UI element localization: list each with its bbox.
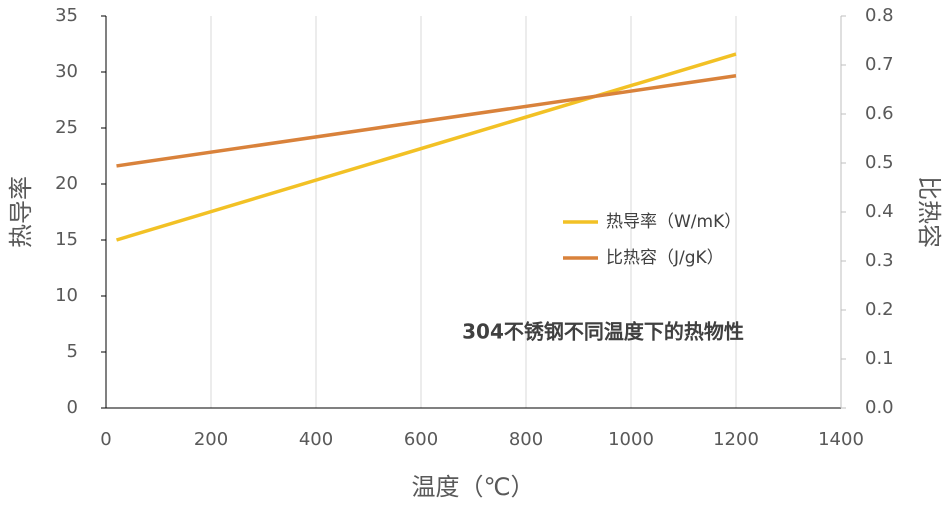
y2-tick-label: 0.8 [865, 5, 894, 26]
x-tick-label: 1200 [713, 429, 759, 450]
y-tick-label: 0 [67, 397, 78, 418]
y2-axis-label: 比热容 [915, 176, 943, 248]
series-line [116, 74, 737, 168]
y-tick-label: 15 [55, 229, 78, 250]
y2-tick-label: 0.1 [865, 348, 894, 369]
y2-tick-label: 0.2 [865, 299, 894, 320]
x-tick-label: 600 [404, 429, 438, 450]
y2-tick-label: 0.7 [865, 54, 894, 75]
x-tick-label: 400 [299, 429, 333, 450]
y-tick-label: 30 [55, 61, 78, 82]
y-tick-label: 20 [55, 173, 78, 194]
y2-tick-label: 0.5 [865, 152, 894, 173]
y2-tick-label: 0.0 [865, 397, 894, 418]
y-axis-label: 热导率 [7, 176, 35, 248]
series-line [115, 52, 737, 242]
y2-tick-label: 0.4 [865, 201, 894, 222]
x-axis-label: 温度（℃） [412, 473, 535, 501]
legend-label: 比热容（J/gK） [606, 248, 724, 268]
legend-label: 热导率（W/mK） [606, 212, 741, 232]
y2-tick-label: 0.3 [865, 250, 894, 271]
y-tick-label: 25 [55, 117, 78, 138]
annotation: 304不锈钢不同温度下的热物性 [462, 320, 744, 344]
x-tick-label: 1400 [818, 429, 864, 450]
y2-tick-label: 0.6 [865, 103, 894, 124]
y-tick-label: 10 [55, 285, 78, 306]
x-tick-label: 200 [194, 429, 228, 450]
x-tick-label: 0 [100, 429, 111, 450]
y-tick-label: 5 [67, 341, 78, 362]
y-tick-label: 35 [55, 5, 78, 26]
x-tick-label: 1000 [608, 429, 654, 450]
x-tick-label: 800 [509, 429, 543, 450]
